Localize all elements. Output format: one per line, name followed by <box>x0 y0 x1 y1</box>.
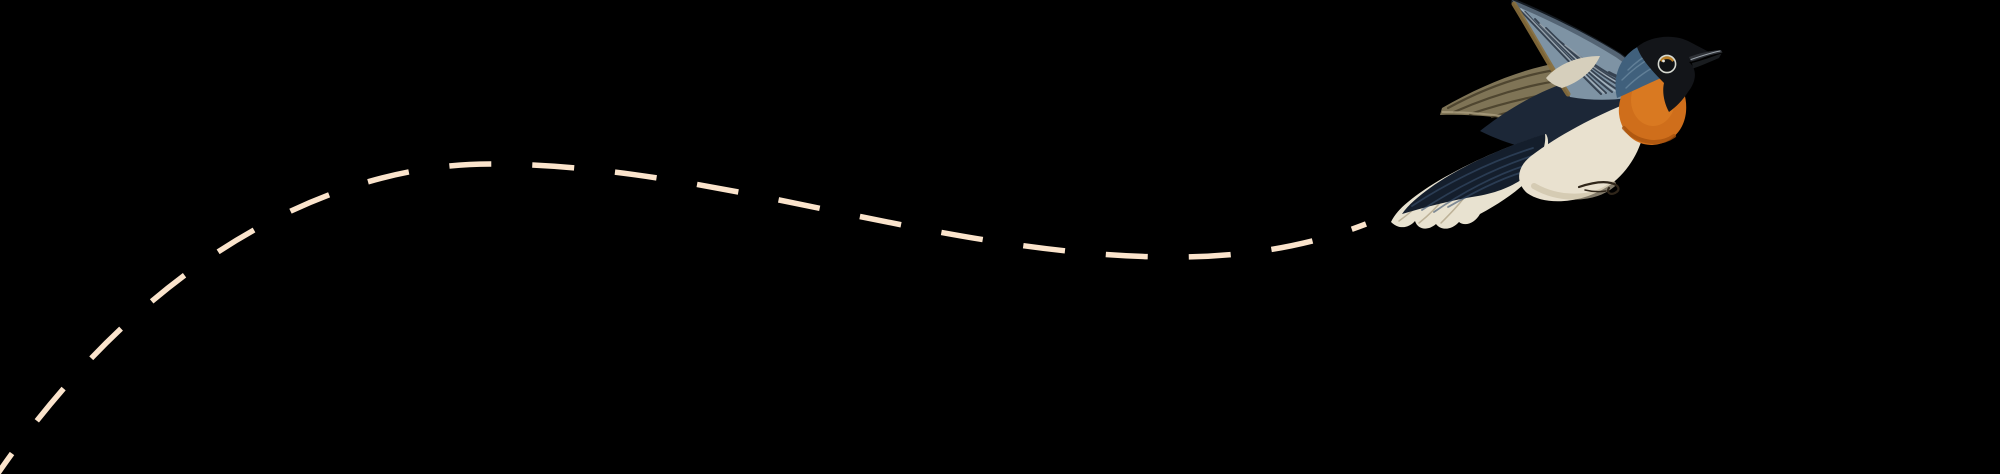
bird-eye-highlight <box>1662 59 1665 63</box>
bird-belly-shading <box>1531 181 1616 200</box>
flight-path-dashed-line <box>0 161 1367 474</box>
bird-chest-rim-shade <box>1622 126 1676 144</box>
bird-eye-iris <box>1659 56 1675 63</box>
bird-beak-lower <box>1692 53 1722 69</box>
bird-foot <box>1577 181 1620 195</box>
bird-head-mask <box>1637 36 1711 112</box>
bird-eye <box>1657 54 1677 74</box>
bird-wing-leading-edge <box>1511 1 1571 97</box>
bird-scapular-patch <box>1546 56 1600 88</box>
bird-beak-highlight <box>1690 50 1721 60</box>
bird-eye-ring <box>1657 54 1677 74</box>
bird-belly <box>1519 96 1647 202</box>
bird-beak-upper <box>1689 50 1723 62</box>
bird-tail <box>1402 134 1546 214</box>
bird-tail-feather-lines <box>1411 147 1536 213</box>
bird-illustration <box>1391 0 1723 229</box>
